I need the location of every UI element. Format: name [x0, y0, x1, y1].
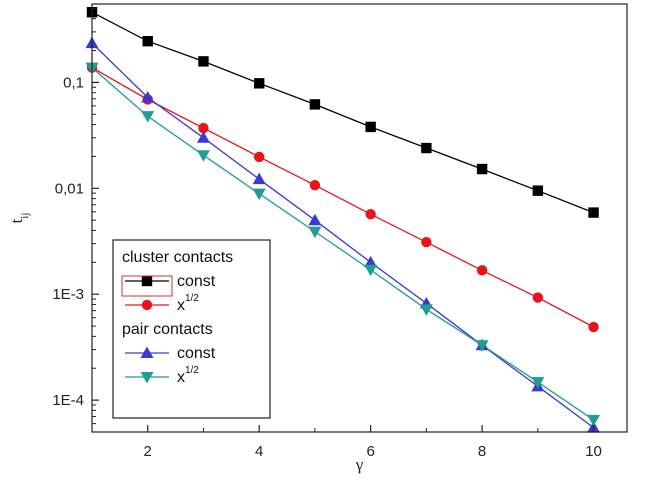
series-0-point [365, 121, 376, 133]
y-tick-label: 0,01 [55, 180, 84, 197]
series-2-point [364, 255, 378, 268]
series-0-point [309, 99, 321, 110]
series-1-point [198, 122, 209, 134]
series-1-point [532, 292, 544, 303]
legend-entry-superscript: 1/2 [185, 293, 199, 304]
legend-marker [140, 372, 154, 384]
series-0-point [476, 163, 488, 175]
series-3-line [91, 67, 594, 421]
y-tick-label: 1E-3 [52, 286, 84, 303]
series-1-point [588, 321, 599, 333]
legend-marker [141, 299, 153, 311]
legend-selection-frame [121, 275, 173, 297]
series-1-point [365, 208, 376, 220]
x-tick-label: 10 [585, 443, 602, 460]
legend-marker [140, 346, 154, 358]
x-tick-label: 4 [255, 443, 263, 460]
series-0-point [588, 207, 599, 218]
series-3-point [587, 414, 601, 427]
series-3-point [364, 264, 378, 277]
series-1-point [476, 265, 488, 276]
x-axis-label: γ [355, 455, 364, 474]
series-0-point [142, 35, 153, 47]
axis-labels: γ tij [7, 213, 364, 474]
series-1-line [91, 67, 594, 328]
series-3-point [419, 304, 433, 316]
series-markers [85, 7, 601, 433]
series-3-point [475, 340, 489, 352]
series-3-point [252, 188, 266, 201]
series-2-point [252, 172, 266, 185]
legend-entry-label: const [177, 345, 216, 362]
plot-frame [91, 3, 628, 433]
y-axis-label: tij [7, 213, 31, 224]
series-3-point [308, 226, 322, 239]
x-tick-label: 8 [478, 443, 486, 460]
series-2-point [308, 213, 322, 226]
legend-box [112, 239, 271, 419]
legend-entry-label: const [177, 273, 216, 290]
series-1-point [253, 151, 265, 163]
series-3-point [531, 377, 545, 389]
y-tick-label: 1E-4 [52, 392, 84, 409]
x-tick-label: 6 [366, 443, 374, 460]
legend-group-title: pair contacts [122, 321, 213, 338]
legend-group-title: cluster contacts [122, 249, 233, 266]
axis-ticks: 2 4 6 8 10 1E-4 1E-3 0,01 0,1 [52, 7, 602, 460]
series-lines [91, 11, 594, 429]
legend-marker [141, 275, 153, 287]
series-2-line [91, 42, 594, 429]
y-axis-label-subscript: ij [19, 213, 31, 219]
series-0-point [421, 142, 432, 154]
series-0-point [532, 185, 544, 196]
series-1-point [421, 236, 432, 248]
series-2-point [196, 131, 210, 143]
series-0-point [253, 78, 265, 89]
series-3-point [196, 150, 210, 162]
y-tick-label: 0,1 [63, 74, 84, 91]
series-1-point [309, 179, 321, 191]
series-0-line [91, 11, 594, 214]
series-0-point [198, 56, 209, 67]
legend-entry-superscript: 1/2 [185, 365, 199, 376]
series-2-point [141, 91, 155, 103]
x-tick-label: 2 [144, 443, 152, 460]
series-3-point [141, 111, 155, 123]
